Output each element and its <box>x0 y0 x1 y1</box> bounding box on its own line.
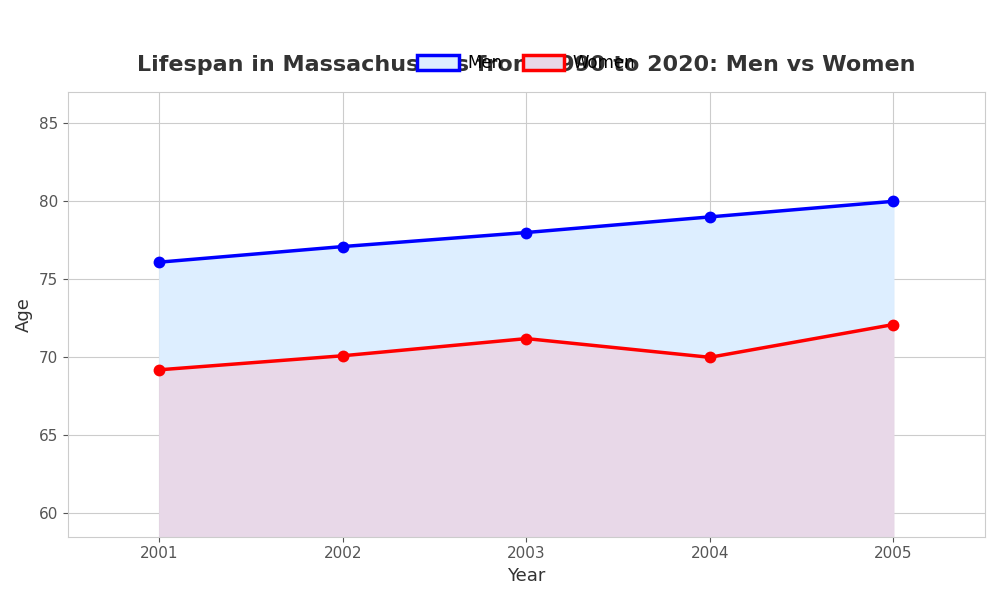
Legend: Men, Women: Men, Women <box>411 47 642 79</box>
Title: Lifespan in Massachusetts from 1990 to 2020: Men vs Women: Lifespan in Massachusetts from 1990 to 2… <box>137 55 916 75</box>
Y-axis label: Age: Age <box>15 297 33 332</box>
X-axis label: Year: Year <box>507 567 546 585</box>
